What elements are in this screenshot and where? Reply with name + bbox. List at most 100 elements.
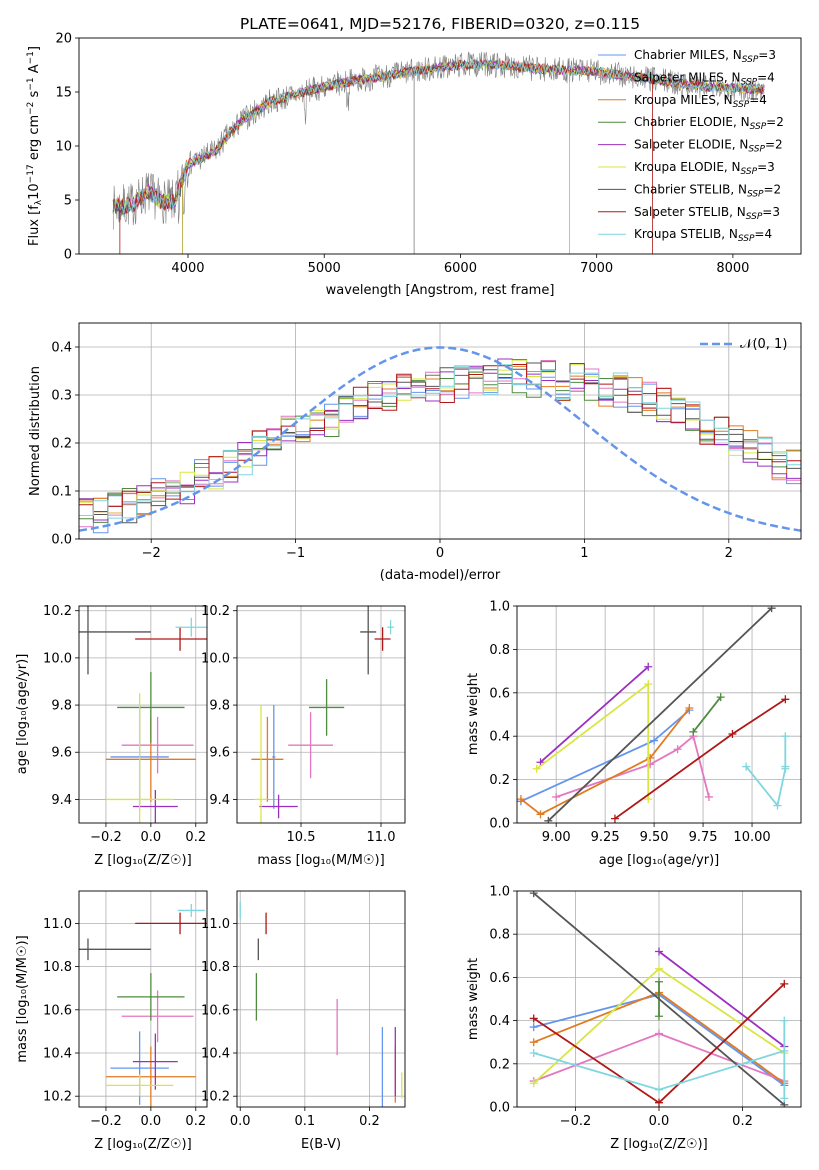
y-tick-label: 0.8 (489, 643, 510, 658)
legend-entry: Kroupa MILES, NSSP=4 (634, 93, 767, 110)
axes-frame (236, 890, 406, 1108)
panel-spectrum: 4000 5000 6000 7000 8000 0 5 10 15 20 (55, 32, 802, 276)
y-tick-label: 10.0 (201, 651, 230, 666)
legend-entry: Salpeter STELIB, NSSP=3 (634, 205, 780, 222)
mass-weight-marker (655, 1029, 663, 1038)
x-tick-label: −0.2 (90, 830, 122, 845)
model-spectrum-line (112, 58, 765, 214)
y-tick-label: 15 (55, 86, 72, 101)
x-tick-label: −0.2 (560, 1114, 592, 1129)
mass-weight-marker (650, 736, 659, 745)
y-tick-label: 0.2 (489, 773, 510, 788)
errorbar-point (117, 672, 185, 743)
x-axis-label: Z [log₁₀(Z/Z☉)] (610, 1137, 707, 1152)
x-tick-label: 9.75 (689, 830, 718, 845)
y-tick-label: 10.2 (43, 604, 72, 619)
mass-weight-line (658, 950, 785, 1048)
y-tick-label: 10.0 (43, 651, 72, 666)
y-tick-label: 0.4 (489, 1014, 510, 1029)
mass-weight-marker (610, 814, 619, 823)
mass-weight-marker (781, 732, 790, 741)
plot-area (79, 346, 801, 534)
y-tick-label: 0.1 (51, 485, 72, 500)
axes-frame (78, 890, 208, 1108)
x-tick-label: 1 (580, 546, 588, 561)
x-axis-label: age [log₁₀(age/yr)] (599, 853, 720, 868)
mass-weight-marker (780, 979, 789, 988)
mass-weight-marker (780, 1016, 789, 1025)
mass-weight-marker (780, 1046, 789, 1055)
y-tick-label: 0.2 (51, 437, 72, 452)
y-tick-label: 0.0 (489, 1101, 510, 1116)
mass-weight-marker (544, 816, 553, 823)
residual-histogram (79, 368, 801, 534)
mass-weight-marker (780, 1094, 789, 1103)
normal-distribution-curve (79, 346, 801, 532)
legend-entry: Chabrier MILES, NSSP=3 (634, 48, 776, 65)
y-tick-label: 9.6 (209, 746, 230, 761)
plot-area (239, 901, 403, 1107)
errorbar-point (121, 990, 194, 1043)
y-axis-label: Flux [fλ10−17 erg cm−2 s−1 A−1] (26, 46, 44, 246)
y-axis-label: mass [log₁₀(M/M☉)] (15, 935, 30, 1062)
mass-weight-marker (689, 727, 698, 736)
y-tick-label: 10.2 (201, 604, 230, 619)
y-tick-label: 10.8 (201, 960, 230, 975)
plot-area (529, 891, 789, 1107)
y-tick-label: 9.6 (51, 746, 72, 761)
plot-area (112, 51, 765, 254)
x-tick-label: 9.50 (640, 830, 669, 845)
mass-weight-marker (773, 801, 782, 810)
legend-entry: Chabrier STELIB, NSSP=2 (634, 182, 781, 199)
legend-entry: 𝒩(0, 1) (740, 337, 787, 352)
x-tick-label: 9.00 (542, 830, 571, 845)
mass-weight-marker (655, 1098, 663, 1107)
y-tick-label: 0.6 (489, 686, 510, 701)
mass-weight-line (614, 698, 786, 820)
mass-weight-marker (685, 703, 694, 712)
errorbar-point (105, 1046, 196, 1107)
errorbar-point (254, 705, 268, 823)
mass-weight-marker (529, 1038, 538, 1047)
panel-mass-vs-Z: −0.2 0.0 0.2 10.2 10.4 10.6 10.8 11.0 (43, 890, 208, 1129)
errorbar-point (374, 627, 391, 651)
legend-entry: Salpeter MILES, NSSP=4 (634, 70, 775, 87)
x-tick-label: 0.2 (359, 1114, 380, 1129)
panel-mass-weight-vs-Z: −0.2 0.0 0.2 0.0 0.2 0.4 0.6 0.8 1.0 (489, 885, 802, 1129)
errorbar-point (259, 794, 298, 819)
y-tick-label: 0.8 (489, 928, 510, 943)
errorbar-point (387, 620, 394, 635)
y-tick-label: 0 (64, 248, 72, 263)
x-tick-label: −1 (286, 546, 305, 561)
mass-weight-marker (673, 745, 682, 754)
errorbar-point (105, 1074, 174, 1097)
x-tick-label: 10.5 (287, 830, 316, 845)
plot-area (251, 606, 394, 823)
residual-histogram (79, 359, 801, 514)
y-tick-label: 10.6 (201, 1003, 230, 1018)
x-tick-label: 0.0 (141, 830, 162, 845)
errorbar-point (135, 912, 207, 935)
y-tick-label: 11.0 (201, 917, 230, 932)
y-tick-label: 1.0 (489, 600, 510, 615)
y-tick-label: 0.0 (51, 533, 72, 548)
mass-weight-marker (704, 792, 713, 801)
x-tick-label: 5000 (308, 261, 341, 276)
mass-weight-marker (655, 964, 663, 973)
mass-weight-marker (655, 977, 663, 986)
plot-area (517, 606, 790, 823)
x-tick-label: 0.0 (649, 1114, 670, 1129)
x-tick-label: 6000 (444, 261, 477, 276)
chart-title: PLATE=0641, MJD=52176, FIBERID=0320, z=0… (240, 15, 640, 33)
legend-entry: Chabrier ELODIE, NSSP=2 (634, 115, 784, 132)
y-tick-label: 9.8 (51, 699, 72, 714)
errorbar-point (121, 716, 194, 774)
residual-histogram (79, 360, 801, 528)
x-tick-label: 4000 (171, 261, 204, 276)
panel-age-vs-Z: −0.2 0.0 0.2 9.4 9.6 9.8 10.0 10.2 (43, 604, 208, 845)
plot-area (79, 903, 207, 1107)
y-tick-label: 10.4 (43, 1047, 72, 1062)
axes-frame (78, 37, 802, 255)
mass-weight-marker (655, 947, 663, 956)
mass-weight-marker (655, 1012, 663, 1021)
